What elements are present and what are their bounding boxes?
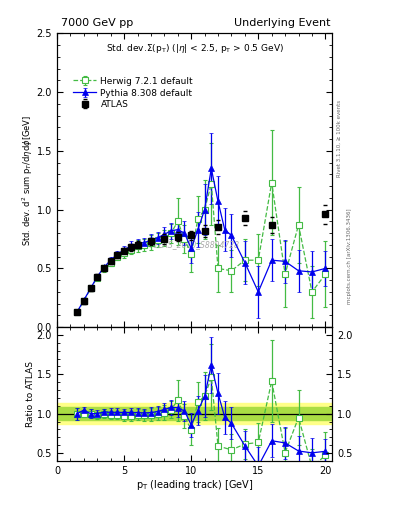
Y-axis label: Ratio to ATLAS: Ratio to ATLAS	[26, 361, 35, 427]
Text: ATLAS_2010_S8894728: ATLAS_2010_S8894728	[149, 241, 240, 249]
Text: Std. dev.$\Sigma$(p$_\mathregular{T}$) (|$\eta$| < 2.5, p$_\mathregular{T}$ > 0.: Std. dev.$\Sigma$(p$_\mathregular{T}$) (…	[106, 42, 283, 55]
Text: Rivet 3.1.10, ≥ 100k events: Rivet 3.1.10, ≥ 100k events	[337, 100, 342, 177]
Legend: Herwig 7.2.1 default, Pythia 8.308 default, ATLAS: Herwig 7.2.1 default, Pythia 8.308 defau…	[70, 73, 196, 113]
Text: mcplots.cern.ch [arXiv:1306.3436]: mcplots.cern.ch [arXiv:1306.3436]	[347, 208, 352, 304]
Text: 7000 GeV pp: 7000 GeV pp	[61, 18, 133, 28]
Y-axis label: Std. dev. d$^2$ sum p$_T$/d$\eta$d$\phi$[GeV]: Std. dev. d$^2$ sum p$_T$/d$\eta$d$\phi$…	[21, 115, 35, 246]
Text: Underlying Event: Underlying Event	[233, 18, 330, 28]
X-axis label: p$_\mathregular{T}$ (leading track) [GeV]: p$_\mathregular{T}$ (leading track) [GeV…	[136, 478, 253, 493]
